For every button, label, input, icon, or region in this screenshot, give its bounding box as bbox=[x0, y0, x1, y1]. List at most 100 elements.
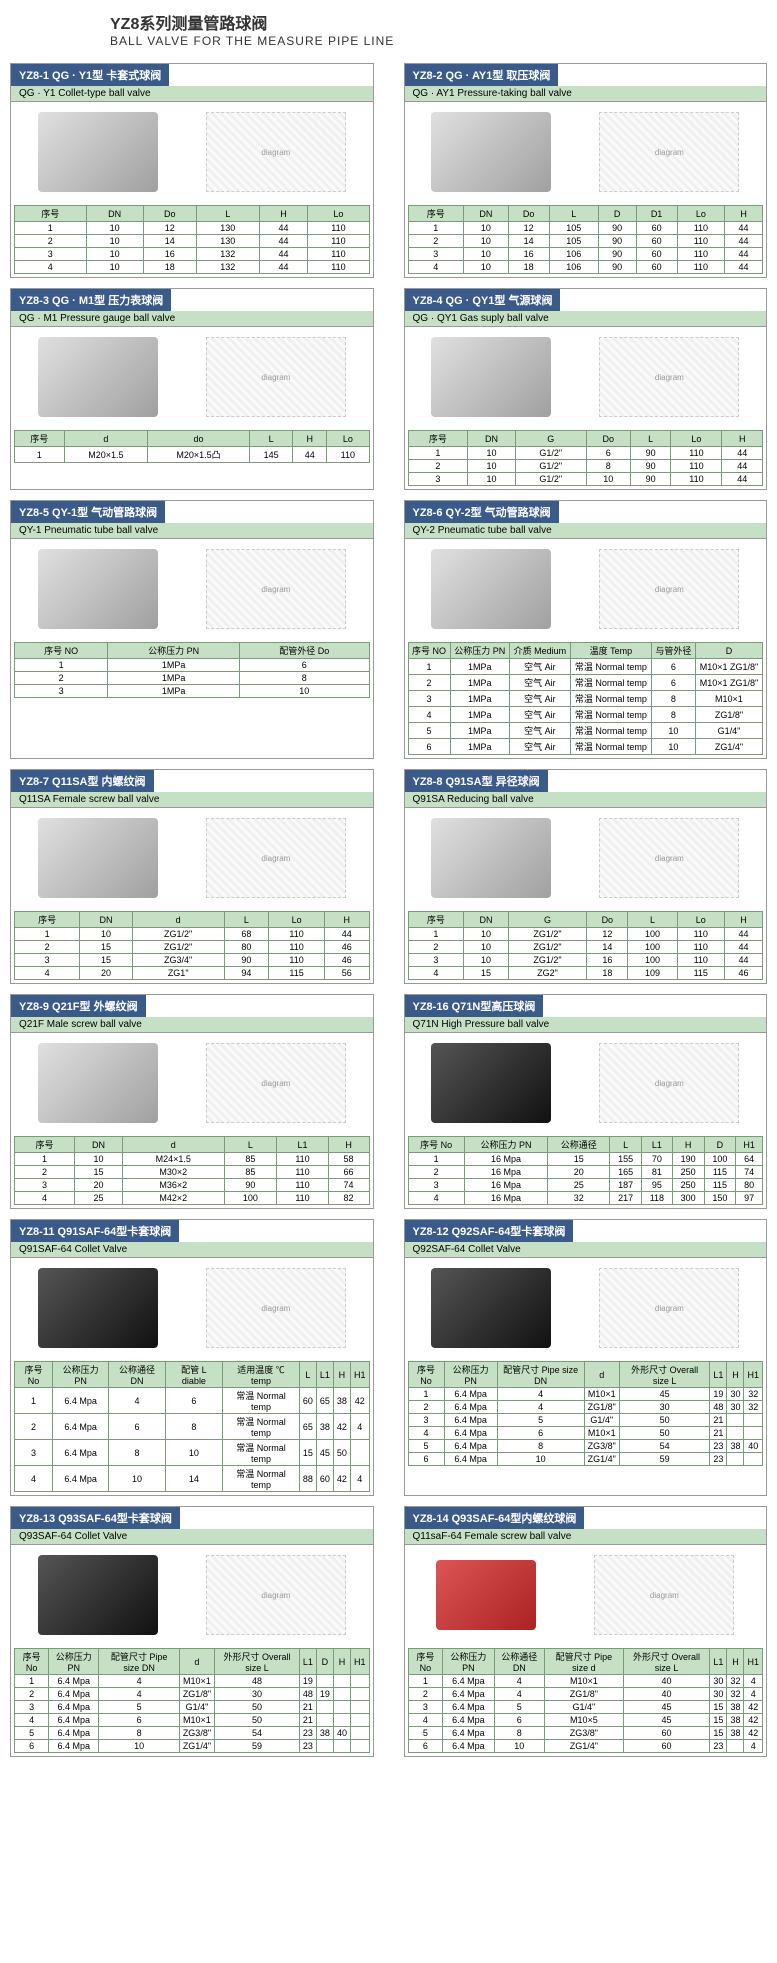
table-cell: 1 bbox=[408, 928, 464, 941]
table-header: 序号 bbox=[15, 431, 65, 447]
table-cell: 32 bbox=[727, 1688, 744, 1701]
table-header: H bbox=[727, 1649, 744, 1675]
table-cell: 30 bbox=[727, 1388, 744, 1401]
table-cell: 38 bbox=[727, 1727, 744, 1740]
table-cell: G1/4" bbox=[545, 1701, 623, 1714]
product-photo bbox=[38, 549, 158, 629]
product-photo bbox=[431, 337, 551, 417]
table-row: 16.4 Mpa4M10×14030324 bbox=[408, 1675, 763, 1688]
table-cell: 4 bbox=[408, 967, 464, 980]
item-subtitle: Q71N High Pressure ball valve bbox=[405, 1017, 767, 1033]
table-row: 216 Mpa201658125011574 bbox=[408, 1166, 763, 1179]
table-cell: 30 bbox=[710, 1688, 727, 1701]
table-header: 与管外径 bbox=[651, 643, 695, 659]
table-cell: ZG1/2" bbox=[508, 928, 586, 941]
table-cell: 6.4 Mpa bbox=[49, 1714, 99, 1727]
table-header: 公称压力 PN bbox=[450, 643, 509, 659]
spec-table: 序号 No公称压力 PN公称通径 DN配管尺寸 Pipe size d外形尺寸 … bbox=[408, 1648, 764, 1753]
item-header: YZ8-12 Q92SAF-64型卡套球阀 bbox=[405, 1220, 574, 1242]
table-header: 公称通径 DN bbox=[109, 1362, 166, 1388]
table-cell: 2 bbox=[15, 235, 87, 248]
table-cell: 40 bbox=[333, 1727, 350, 1740]
product-photo bbox=[38, 1043, 158, 1123]
table-wrap: 序号 NO公称压力 PN介质 Medium温度 Temp与管外径D11MPa空气… bbox=[405, 639, 767, 758]
table-header: 温度 Temp bbox=[570, 643, 651, 659]
table-header: 外形尺寸 Overall size L bbox=[619, 1362, 710, 1388]
table-header: 序号 NO bbox=[15, 643, 108, 659]
table-cell: 1MPa bbox=[450, 659, 509, 675]
table-cell: 8 bbox=[586, 460, 630, 473]
table-cell: 15 bbox=[80, 941, 132, 954]
table-cell: 32 bbox=[744, 1388, 763, 1401]
table-cell: 1 bbox=[15, 1675, 49, 1688]
table-cell: 44 bbox=[722, 447, 763, 460]
table-cell: 90 bbox=[224, 1179, 277, 1192]
table-cell: 10 bbox=[497, 1453, 584, 1466]
spec-table: 序号 NO公称压力 PN配管外径 Do11MPa621MPa831MPa10 bbox=[14, 642, 370, 698]
table-cell: 110 bbox=[277, 1179, 328, 1192]
table-header: H bbox=[333, 1362, 350, 1388]
table-header: L bbox=[630, 431, 671, 447]
table-cell: 3 bbox=[15, 248, 87, 261]
table-cell: 5 bbox=[408, 1727, 443, 1740]
item-body: diagram bbox=[405, 1258, 767, 1358]
table-cell: 82 bbox=[328, 1192, 369, 1205]
table-cell: 4 bbox=[15, 1192, 75, 1205]
table-cell: 40 bbox=[744, 1440, 763, 1453]
product-photo bbox=[436, 1560, 536, 1630]
table-cell: 110 bbox=[677, 954, 725, 967]
table-header: L bbox=[249, 431, 293, 447]
table-header: 配管尺寸 Pipe size DN bbox=[99, 1649, 179, 1675]
table-cell: 8 bbox=[109, 1440, 166, 1466]
table-cell: 18 bbox=[143, 261, 196, 274]
table-header: Lo bbox=[269, 912, 325, 928]
table-header: L bbox=[224, 912, 268, 928]
table-cell bbox=[350, 1440, 369, 1466]
table-cell bbox=[350, 1740, 369, 1753]
table-header: 序号 bbox=[15, 206, 87, 222]
table-cell: 74 bbox=[736, 1166, 763, 1179]
table-cell: M10×1 bbox=[695, 691, 762, 707]
table-cell: 54 bbox=[215, 1727, 300, 1740]
table-cell: 165 bbox=[610, 1166, 642, 1179]
table-row: 316 Mpa251879525011580 bbox=[408, 1179, 763, 1192]
table-cell: 3 bbox=[408, 248, 464, 261]
table-cell: M30×2 bbox=[123, 1166, 224, 1179]
product-photo bbox=[431, 112, 551, 192]
table-cell: 150 bbox=[704, 1192, 736, 1205]
table-row: 2101413044110 bbox=[15, 235, 370, 248]
table-cell: M10×1 bbox=[584, 1427, 619, 1440]
table-cell: 常温 Normal temp bbox=[570, 707, 651, 723]
table-row: 26.4 Mpa4ZG1/8"30483032 bbox=[408, 1401, 763, 1414]
table-header: G bbox=[508, 912, 586, 928]
table-cell bbox=[350, 1727, 369, 1740]
table-cell: ZG3/8" bbox=[179, 1727, 214, 1740]
table-cell: 常温 Normal temp bbox=[570, 659, 651, 675]
table-cell: 6.4 Mpa bbox=[443, 1727, 494, 1740]
table-cell: 6 bbox=[408, 739, 450, 755]
table-cell: 10 bbox=[239, 685, 369, 698]
table-cell: 60 bbox=[623, 1740, 710, 1753]
table-row: 41018106906011044 bbox=[408, 261, 763, 274]
technical-diagram: diagram bbox=[599, 112, 739, 192]
table-cell: M42×2 bbox=[123, 1192, 224, 1205]
table-cell: 6.4 Mpa bbox=[49, 1688, 99, 1701]
table-cell: 110 bbox=[677, 261, 724, 274]
catalog-grid: YZ8-1 QG · Y1型 卡套式球阀QG · Y1 Collet-type … bbox=[10, 63, 767, 1757]
table-cell: 6.4 Mpa bbox=[49, 1727, 99, 1740]
table-cell: 90 bbox=[598, 248, 636, 261]
table-cell: 1 bbox=[15, 928, 80, 941]
table-cell: 10 bbox=[494, 1740, 545, 1753]
table-cell: 常温 Normal temp bbox=[570, 691, 651, 707]
table-row: 31016106906011044 bbox=[408, 248, 763, 261]
table-cell: 1 bbox=[15, 222, 87, 235]
table-cell: 90 bbox=[224, 954, 268, 967]
table-cell bbox=[744, 1414, 763, 1427]
item-header: YZ8-6 QY-2型 气动管路球阀 bbox=[405, 501, 559, 523]
table-cell: 6 bbox=[165, 1388, 222, 1414]
table-cell: ZG1/2" bbox=[508, 954, 586, 967]
table-cell: 5 bbox=[497, 1414, 584, 1427]
table-cell: 8 bbox=[99, 1727, 179, 1740]
table-cell: 32 bbox=[727, 1675, 744, 1688]
table-row: 116 Mpa151557019010064 bbox=[408, 1153, 763, 1166]
